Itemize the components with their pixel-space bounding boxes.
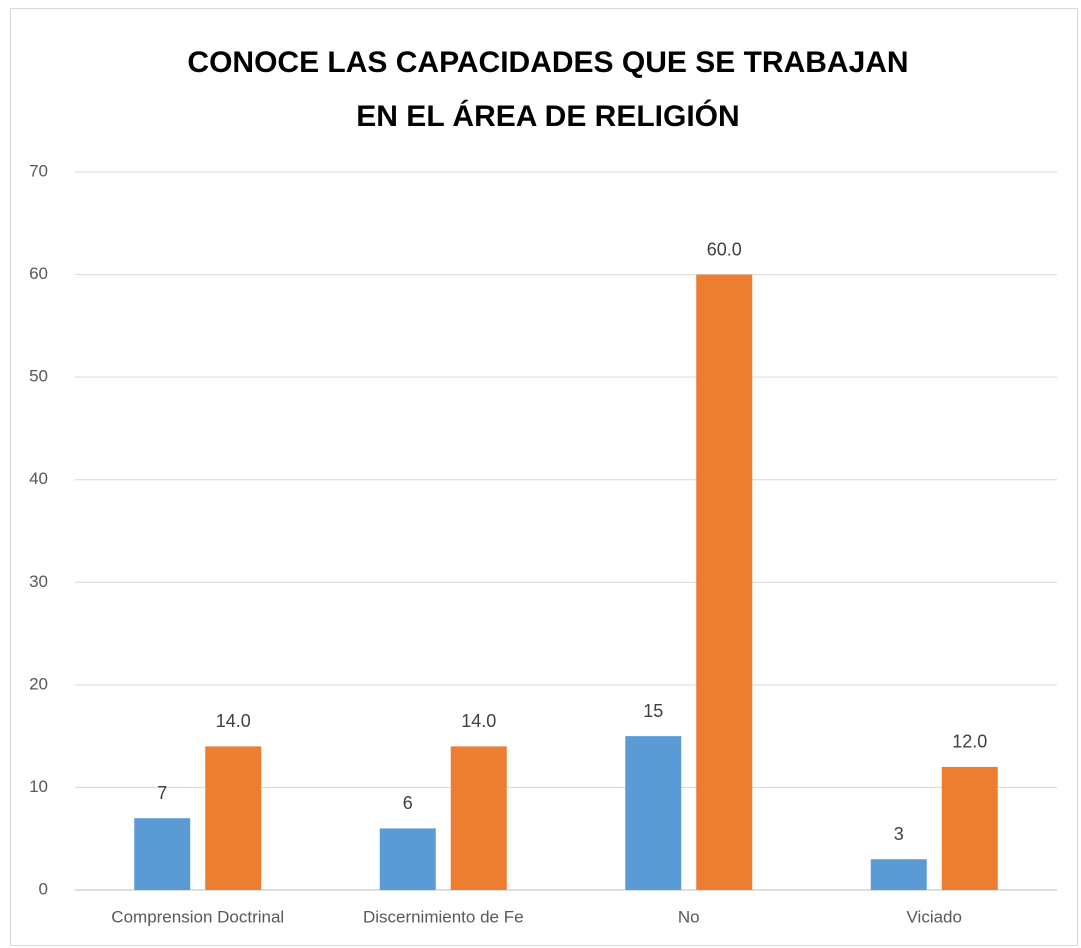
data-label: 12.0 xyxy=(952,732,987,752)
x-tick-label: Viciado xyxy=(907,907,962,926)
bar xyxy=(941,766,998,890)
bar xyxy=(696,274,753,891)
data-label: 14.0 xyxy=(216,711,251,731)
bar xyxy=(870,859,927,890)
bar xyxy=(625,736,682,890)
y-tick-label: 10 xyxy=(29,777,48,796)
data-label: 15 xyxy=(643,701,663,721)
x-tick-label: No xyxy=(678,907,700,926)
y-tick-label: 40 xyxy=(29,469,48,488)
data-label: 7 xyxy=(157,783,167,803)
y-tick-label: 50 xyxy=(29,367,48,386)
y-tick-label: 70 xyxy=(29,161,48,180)
y-tick-label: 30 xyxy=(29,572,48,591)
bar xyxy=(450,746,507,890)
bar xyxy=(205,746,262,890)
data-label: 6 xyxy=(403,793,413,813)
x-tick-label: Comprension Doctrinal xyxy=(111,907,284,926)
chart-border xyxy=(10,8,1078,946)
chart-title: EN EL ÁREA DE RELIGIÓN xyxy=(356,99,739,133)
bar xyxy=(379,828,436,890)
bar xyxy=(134,818,191,890)
data-label: 3 xyxy=(894,824,904,844)
y-tick-label: 60 xyxy=(29,264,48,283)
data-label: 60.0 xyxy=(707,239,742,259)
chart-title: CONOCE LAS CAPACIDADES QUE SE TRABAJAN xyxy=(187,46,908,79)
data-label: 14.0 xyxy=(461,711,496,731)
y-tick-label: 0 xyxy=(39,879,48,898)
x-tick-label: Discernimiento de Fe xyxy=(363,907,524,926)
y-tick-label: 20 xyxy=(29,674,48,693)
